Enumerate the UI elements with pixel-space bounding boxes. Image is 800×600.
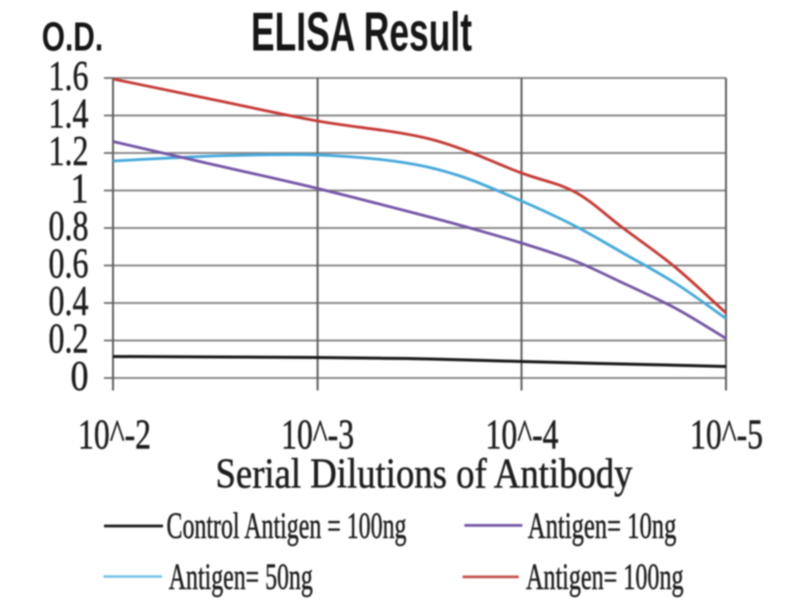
svg-text:10^-3: 10^-3: [281, 413, 354, 459]
svg-text:0.2: 0.2: [49, 317, 89, 363]
svg-text:Control Antigen = 100ng: Control Antigen = 100ng: [167, 506, 407, 547]
svg-text:Antigen= 100ng: Antigen= 100ng: [526, 557, 684, 598]
svg-text:0.4: 0.4: [49, 279, 89, 325]
svg-text:0.6: 0.6: [49, 242, 89, 288]
svg-text:0: 0: [71, 354, 89, 400]
svg-text:1.4: 1.4: [49, 92, 89, 138]
svg-text:1: 1: [71, 167, 89, 213]
svg-text:10^-5: 10^-5: [690, 413, 763, 459]
svg-text:1.6: 1.6: [49, 54, 89, 100]
svg-text:1.2: 1.2: [49, 129, 89, 175]
svg-text:0.8: 0.8: [49, 204, 89, 250]
svg-text:10^-4: 10^-4: [486, 413, 559, 459]
svg-text:Serial Dilutions of Antibody: Serial Dilutions of Antibody: [216, 451, 633, 497]
svg-text:Antigen= 50ng: Antigen= 50ng: [169, 557, 313, 598]
svg-text:O.D.: O.D.: [42, 14, 103, 60]
svg-text:ELISA Result: ELISA Result: [251, 1, 472, 63]
svg-text:10^-2: 10^-2: [78, 413, 151, 459]
svg-text:Antigen= 10ng: Antigen= 10ng: [528, 506, 677, 547]
